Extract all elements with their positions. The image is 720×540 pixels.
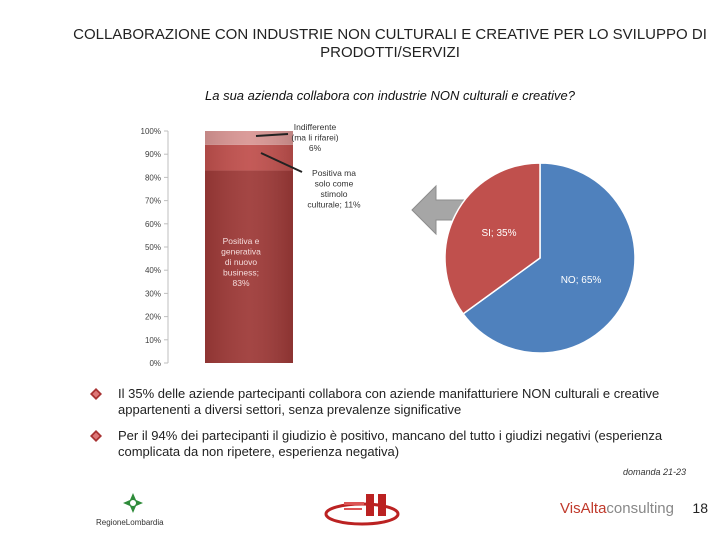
y-tick-label: 30% — [145, 289, 161, 298]
lombardia-rose-icon — [122, 492, 144, 514]
leader-line — [255, 133, 289, 137]
chart-question: La sua azienda collabora con industrie N… — [205, 88, 575, 103]
pie-chart: SI; 35% NO; 65% — [444, 162, 636, 354]
partner-logo — [324, 494, 400, 526]
diamond-bullet-icon — [90, 430, 102, 442]
bar-segment-shade — [205, 131, 293, 145]
y-tick-label: 10% — [145, 336, 161, 345]
y-tick-label: 60% — [145, 220, 161, 229]
y-tick-label: 90% — [145, 150, 161, 159]
pie-slice — [462, 162, 636, 354]
bar-data-label: Positiva ma solo come stimolo culturale; 11… — [307, 168, 361, 210]
pie-data-label: SI; 35% — [481, 228, 516, 239]
y-tick-label: 70% — [145, 197, 161, 206]
bullet-item: Per il 94% dei partecipanti il giudizio … — [88, 428, 708, 460]
bar-segment-shade — [205, 144, 293, 171]
page-title: COLLABORAZIONE CON INDUSTRIE NON CULTURA… — [73, 26, 707, 61]
y-tick-label: 20% — [145, 313, 161, 322]
charts-area: 0% 10% 20% 30% 40% 50% 60% 70% 80% 90% 100% Positiv… — [141, 122, 636, 368]
logo-caption: RegioneLombardia — [96, 518, 164, 527]
pie-slice — [444, 162, 541, 315]
y-tick-label: 0% — [149, 359, 161, 368]
bullet-text: Per il 94% dei partecipanti il giudizio … — [118, 428, 663, 459]
stacked-bar-chart: 0% 10% 20% 30% 40% 50% 60% 70% 80% 90% 100% Positiv… — [141, 122, 362, 368]
regione-lombardia-logo: RegioneLombardia — [96, 490, 176, 530]
y-tick-label: 80% — [145, 173, 161, 182]
diamond-bullet-icon — [90, 388, 102, 400]
y-tick-label: 50% — [145, 243, 161, 252]
page-number: 18 — [692, 500, 708, 516]
visalta-consulting-logo: VisAltaconsulting — [560, 500, 674, 517]
logo-suffix: consulting — [606, 500, 674, 517]
y-tick-label: 100% — [141, 127, 161, 136]
bar-data-label: Indifferente (ma li rifarei) 6% — [291, 122, 338, 153]
bullet-text: Il 35% delle aziende partecipanti collab… — [118, 386, 660, 417]
pie-data-label: NO; 65% — [561, 275, 602, 286]
bar-segment-shade — [205, 170, 293, 363]
bullet-item: Il 35% delle aziende partecipanti collab… — [88, 386, 708, 418]
footnote: domanda 21-23 — [622, 467, 686, 477]
bullet-list: Il 35% delle aziende partecipanti collab… — [88, 386, 708, 470]
y-tick-label: 40% — [145, 266, 161, 275]
logo-brand: VisAlta — [560, 500, 607, 517]
bar-data-label: Positiva e generativa di nuovo business; 83% — [221, 236, 261, 288]
leader-line — [260, 152, 303, 173]
